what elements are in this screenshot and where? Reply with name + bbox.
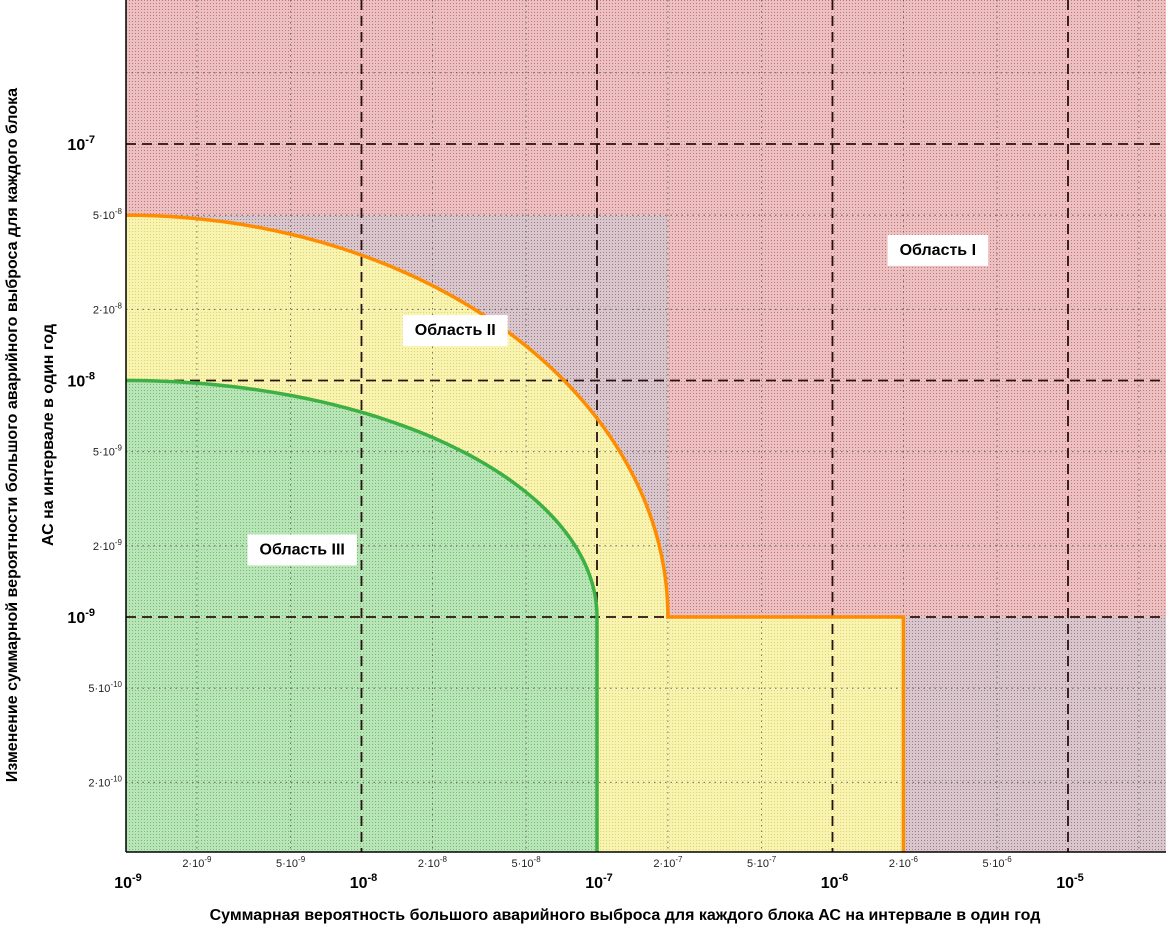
x-tick-label-major: 10-5	[1056, 872, 1084, 892]
x-axis-label: Суммарная вероятность большого аварийног…	[210, 907, 1041, 924]
x-tick-label-minor: 2·10-6	[889, 855, 919, 870]
x-tick-label-major: 10-8	[350, 872, 378, 892]
x-tick-label-minor: 5·10-6	[983, 855, 1013, 870]
region-1-lower-fill	[903, 617, 1166, 852]
region-2-boundary	[126, 213, 906, 852]
axes	[125, 0, 1166, 853]
y-tick-label-minor: 2·10-9	[93, 538, 123, 553]
region-boundaries	[126, 213, 906, 852]
x-tick-label-minor: 2·10-8	[418, 855, 448, 870]
y-tick-label-minor: 5·10-10	[88, 680, 122, 695]
y-axis-label-line-1: Изменение суммарной вероятности большого…	[4, 88, 21, 782]
grid-lines	[126, 0, 1166, 852]
x-tick-labels: 10-9 2·10-9 5·10-9 10-8 2·10-8 5·10-8 10-7 2·10…	[114, 855, 1084, 892]
x-tick-label-minor: 5·10-8	[512, 855, 542, 870]
y-tick-label-minor: 2·10-8	[93, 301, 123, 316]
x-tick-label-major: 10-6	[821, 872, 849, 892]
region-labels: Область I Область II Область III	[247, 234, 989, 566]
region-label-box	[247, 534, 357, 566]
x-tick-label-major: 10-9	[114, 872, 142, 892]
y-tick-labels: 2·10-10 5·10-10 10-9 2·10-9 5·10-9 10-8 2·10-8…	[67, 134, 123, 789]
x-tick-label-major: 10-7	[585, 872, 613, 892]
region-label-2: Область II	[402, 315, 508, 347]
y-tick-label-minor: 5·10-8	[93, 207, 123, 222]
x-tick-label-minor: 2·10-7	[653, 855, 683, 870]
x-tick-label-minor: 5·10-7	[747, 855, 777, 870]
region-label-3: Область III	[247, 534, 357, 566]
region-label-1: Область I	[887, 234, 989, 266]
x-tick-label-minor: 5·10-9	[276, 855, 306, 870]
y-tick-label-minor: 2·10-10	[88, 774, 122, 789]
region-3-boundary	[126, 378, 599, 852]
x-tick-label-minor: 2·10-9	[182, 855, 212, 870]
region-label-text: Область I	[900, 242, 976, 259]
region-label-box	[887, 234, 989, 266]
y-axis-label-line-2: АС на интервале в один год	[40, 324, 57, 546]
y-tick-label-major: 10-8	[67, 371, 95, 391]
region-label-text: Область II	[415, 322, 496, 339]
region-label-text: Область III	[260, 541, 345, 558]
y-tick-label-major: 10-9	[67, 607, 95, 627]
y-tick-label-major: 10-7	[67, 134, 95, 154]
region-label-box	[402, 315, 508, 347]
y-tick-label-minor: 5·10-9	[93, 444, 123, 459]
